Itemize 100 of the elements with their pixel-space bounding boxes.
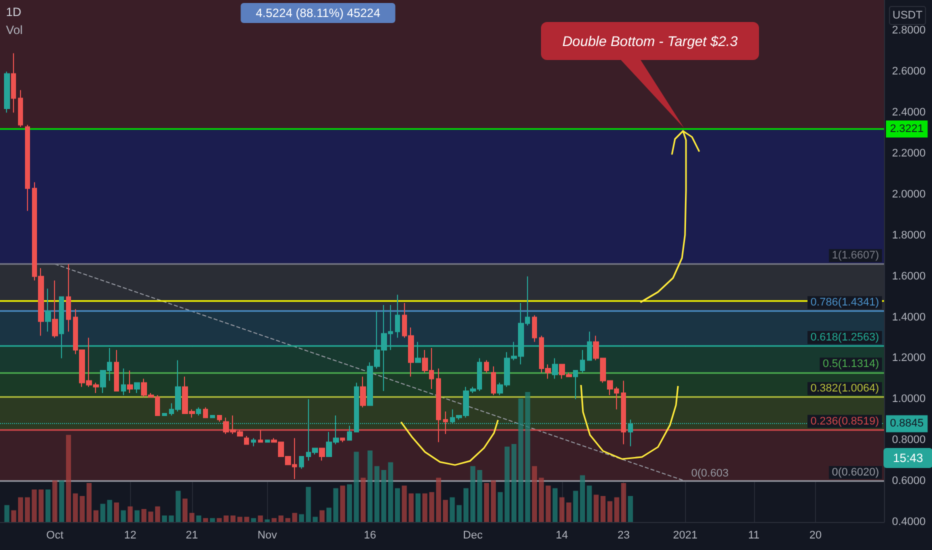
candlestick xyxy=(573,370,578,400)
candlestick xyxy=(66,264,71,332)
candlestick xyxy=(52,280,58,338)
bar xyxy=(498,492,503,522)
candlestick xyxy=(127,370,133,394)
candlestick xyxy=(196,406,201,416)
candlestick xyxy=(217,415,222,422)
bar xyxy=(326,508,332,522)
y-tick-label: 2.6000 xyxy=(892,66,926,78)
ref-line-label: 0.236(0.8519) xyxy=(810,415,879,428)
candlestick xyxy=(258,429,263,443)
y-tick-label: 1.6000 xyxy=(892,270,926,282)
y-tick-label: 2.8000 xyxy=(892,24,926,37)
y-axis-title: USDT xyxy=(892,10,923,22)
bar xyxy=(532,466,538,522)
candlestick xyxy=(347,425,352,441)
bar xyxy=(134,510,140,522)
candlestick xyxy=(436,368,441,443)
text: 1D xyxy=(6,5,22,19)
bar xyxy=(141,509,146,522)
bar xyxy=(182,498,188,522)
bar xyxy=(189,512,194,522)
bar xyxy=(360,478,366,522)
bar xyxy=(333,488,338,522)
x-tick-label: 20 xyxy=(809,530,822,542)
y-tick-label: 1.4000 xyxy=(892,311,926,324)
candlestick xyxy=(621,380,626,445)
bar xyxy=(586,486,592,522)
bar xyxy=(66,434,72,522)
bar xyxy=(45,490,50,522)
bar xyxy=(258,516,263,522)
bar xyxy=(320,510,325,522)
bar xyxy=(11,510,16,522)
bar xyxy=(416,493,421,522)
bar xyxy=(162,516,167,522)
candlestick xyxy=(532,314,537,342)
bar xyxy=(463,488,468,522)
bar xyxy=(340,486,346,522)
annotation: Double Bottom - Target $2.3 xyxy=(562,33,738,49)
bar xyxy=(484,483,490,522)
bar xyxy=(600,496,606,522)
y-tick-label: 0.4000 xyxy=(892,516,926,528)
text: 15:43 xyxy=(892,451,924,465)
bar xyxy=(436,478,442,522)
annotation: 0(0.603 xyxy=(691,468,729,480)
bar xyxy=(86,483,92,522)
x-tick-label: 2021 xyxy=(673,530,698,542)
bar xyxy=(230,516,236,522)
x-tick-label: Dec xyxy=(463,530,484,542)
candlestick xyxy=(580,350,585,374)
bar xyxy=(24,497,30,522)
bar xyxy=(251,518,256,522)
bar xyxy=(278,516,284,522)
bar xyxy=(552,488,558,522)
bar xyxy=(299,514,304,522)
ref-line-label: 2.3221 xyxy=(890,122,924,135)
y-tick-label: 2.2000 xyxy=(892,148,926,160)
bar xyxy=(580,475,585,522)
y-tick-label: 1.2000 xyxy=(892,352,926,364)
bar xyxy=(442,500,448,522)
bar xyxy=(4,505,10,522)
candlestick xyxy=(121,368,126,396)
bar xyxy=(511,444,516,522)
y-tick-label: 1.0000 xyxy=(892,393,926,406)
x-tick-label: 23 xyxy=(617,530,630,542)
candlestick xyxy=(18,90,23,128)
annotation: 4.5224 (88.11%) 45224 xyxy=(256,6,381,20)
candlestick xyxy=(251,438,256,447)
candlestick xyxy=(319,448,325,462)
candlestick xyxy=(340,438,345,443)
bar xyxy=(128,506,133,522)
bar xyxy=(490,480,496,522)
y-tick-label: 1.8000 xyxy=(892,229,926,242)
candlestick xyxy=(484,360,489,374)
bar xyxy=(621,483,626,522)
bar xyxy=(93,510,98,522)
candlestick xyxy=(265,440,270,443)
ref-line-label: 0.382(1.0064) xyxy=(810,382,879,395)
candlestick xyxy=(491,366,496,396)
bar xyxy=(573,490,578,522)
x-tick-label: 11 xyxy=(748,530,760,542)
candlestick xyxy=(25,124,30,212)
bar xyxy=(114,502,119,522)
bar xyxy=(504,446,510,522)
candlestick xyxy=(552,358,558,380)
y-tick-label: 0.6000 xyxy=(892,475,926,488)
candlestick xyxy=(134,382,140,394)
x-tick-label: 12 xyxy=(124,530,136,542)
candlestick xyxy=(443,410,448,434)
bar xyxy=(394,488,400,522)
x-tick-label: 14 xyxy=(556,530,568,542)
bar xyxy=(59,480,64,522)
candlestick xyxy=(244,436,249,445)
bar xyxy=(203,518,208,522)
candlestick xyxy=(210,415,215,418)
bar xyxy=(559,497,564,522)
candlestick xyxy=(11,52,16,114)
bar xyxy=(52,480,58,522)
candlestick xyxy=(45,288,51,332)
ref-line-label: 0.618(1.2563) xyxy=(810,331,879,344)
